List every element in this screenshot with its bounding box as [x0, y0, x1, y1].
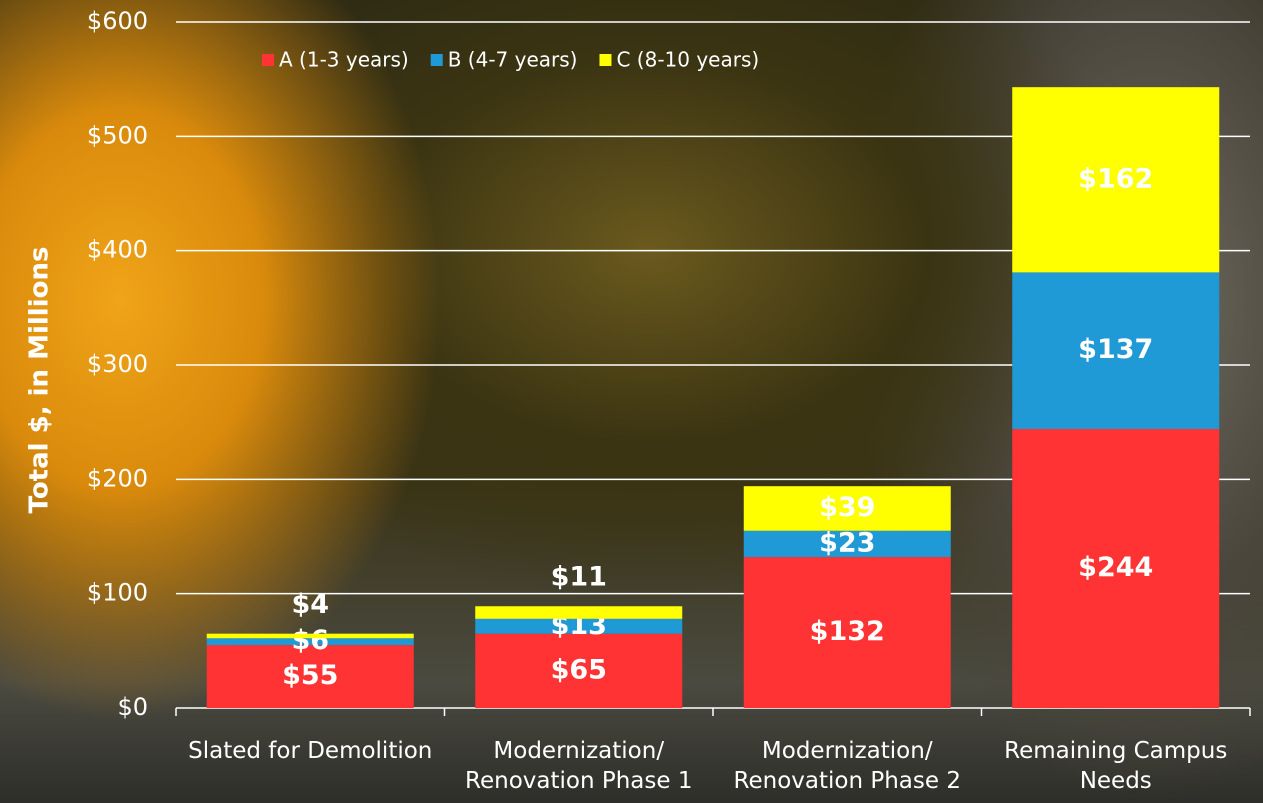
bar-segment	[475, 606, 682, 619]
x-tick-label: Modernization/ Renovation Phase 1	[448, 736, 710, 796]
chart: Total $, in Millions $0 $100 $200 $300 $400 $…	[0, 0, 1263, 803]
y-axis-label: Total $, in Millions	[25, 247, 55, 514]
legend-swatch	[599, 54, 611, 66]
data-label: $11	[551, 562, 607, 593]
y-tick-label: $100	[87, 579, 148, 607]
data-label: $162	[1078, 163, 1153, 194]
data-label: $55	[282, 660, 338, 691]
legend-swatch	[431, 54, 443, 66]
legend-label: B (4-7 years)	[448, 48, 578, 72]
y-tick-label: $500	[87, 121, 148, 149]
legend-label: A (1-3 years)	[279, 48, 409, 72]
y-tick-label: $300	[87, 350, 148, 378]
data-label: $4	[291, 589, 329, 620]
chart-page: Total $, in Millions $0 $100 $200 $300 $400 $…	[0, 0, 1263, 803]
y-tick-label: $600	[87, 7, 148, 35]
data-label: $6	[291, 625, 329, 656]
data-label: $65	[551, 654, 607, 685]
data-label: $132	[810, 616, 885, 647]
x-tick-label: Modernization/ Renovation Phase 2	[716, 736, 978, 796]
y-tick-label: $400	[87, 236, 148, 264]
legend-label: C (8-10 years)	[616, 48, 759, 72]
y-tick-label: $200	[87, 464, 148, 492]
legend-swatch	[262, 54, 274, 66]
data-label: $23	[819, 527, 875, 558]
data-label: $244	[1078, 552, 1153, 583]
y-tick-label: $0	[117, 693, 148, 721]
data-label: $137	[1078, 334, 1153, 365]
x-tick-label: Remaining Campus Needs	[985, 736, 1247, 796]
bar-segment	[207, 634, 414, 639]
data-label: $39	[819, 492, 875, 523]
x-tick-label: Slated for Demolition	[179, 736, 441, 766]
